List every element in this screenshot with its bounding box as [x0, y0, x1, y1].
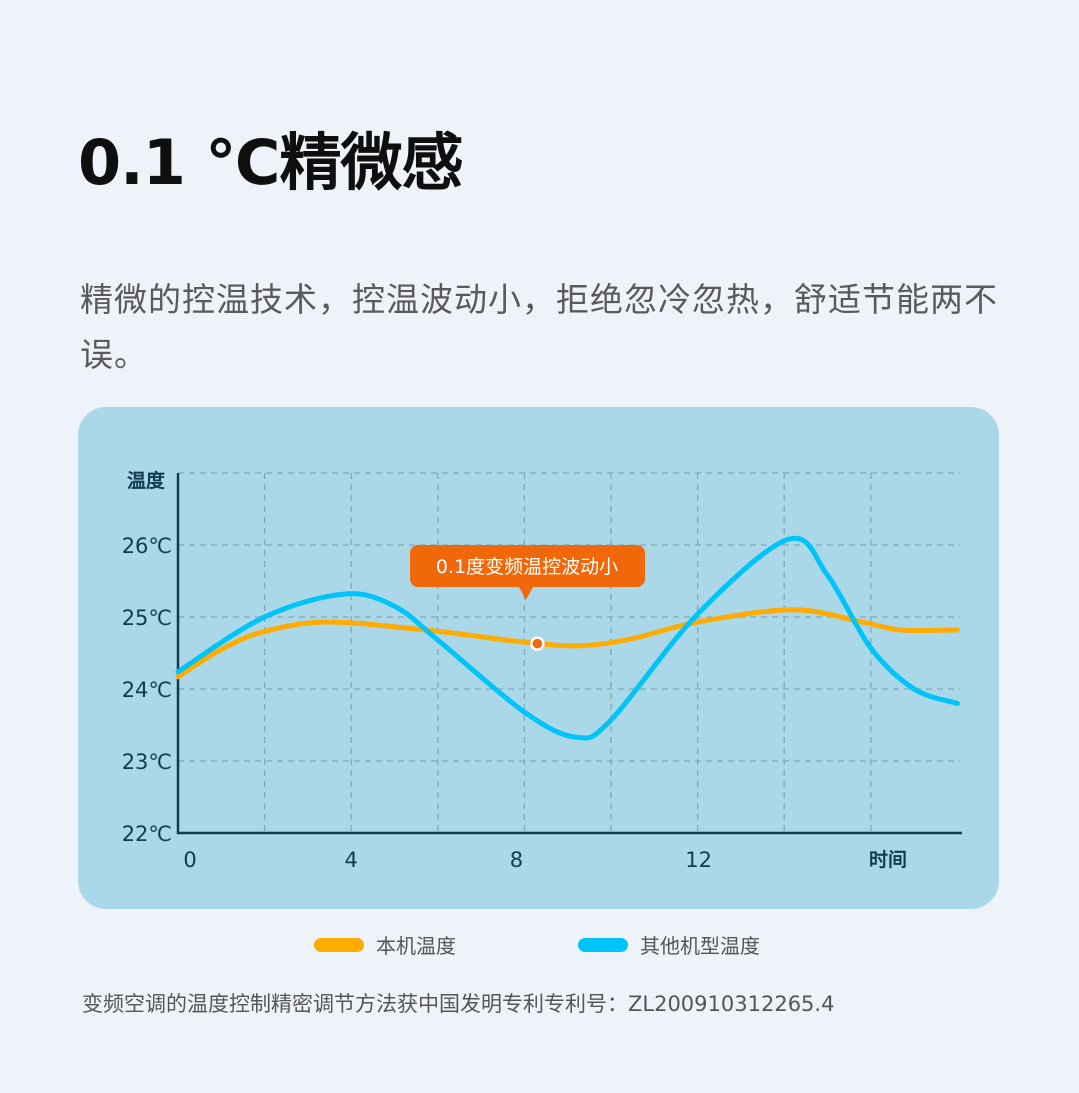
chart-card [78, 407, 999, 909]
description: 精微的控温技术，控温波动小，拒绝忽冷忽热，舒适节能两不误。 [80, 280, 998, 374]
y-tick-label: 26℃ [122, 534, 172, 558]
annotation-marker [530, 636, 545, 651]
annotation-text: 0.1度变频温控波动小 [436, 556, 618, 578]
y-tick-label: 22℃ [122, 822, 172, 846]
page-title: 0.1 ℃精微感 [78, 126, 463, 199]
y-tick-label: 25℃ [122, 606, 172, 630]
legend-item-other: 其他机型温度 [578, 930, 760, 959]
y-tick-label: 23℃ [122, 750, 172, 774]
legend-label: 其他机型温度 [640, 934, 760, 958]
annotation-bubble [410, 545, 645, 587]
legend-item-local: 本机温度 [314, 930, 456, 959]
x-axis-title: 时间 [869, 849, 907, 871]
legend-swatch [314, 937, 364, 952]
y-tick-label: 24℃ [122, 678, 172, 702]
patent-footnote: 变频空调的温度控制精密调节方法获中国发明专利专利号：ZL200910312265… [82, 992, 835, 1016]
y-axis-title: 温度 [127, 469, 166, 492]
annotation-pointer [519, 587, 533, 600]
x-tick-label: 0 [183, 848, 196, 872]
legend-label: 本机温度 [376, 934, 456, 958]
series-line-local [175, 607, 960, 680]
series-line-other [175, 535, 960, 741]
x-tick-label: 4 [345, 848, 358, 872]
legend-swatch [578, 937, 628, 952]
x-tick-label: 12 [685, 848, 712, 872]
x-tick-label: 8 [510, 848, 523, 872]
